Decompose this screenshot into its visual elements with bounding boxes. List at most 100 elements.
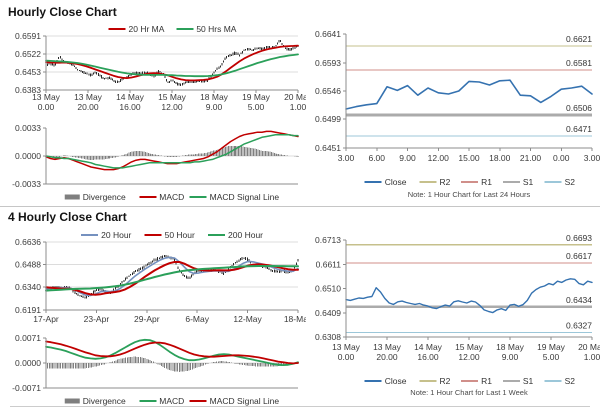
svg-text:50 Hrs MA: 50 Hrs MA: [196, 24, 236, 34]
svg-text:0.6506: 0.6506: [566, 103, 592, 113]
svg-text:5.00: 5.00: [248, 102, 265, 112]
svg-text:13 May: 13 May: [32, 92, 61, 102]
svg-text:MACD Signal Line: MACD Signal Line: [210, 396, 280, 406]
svg-text:9.00: 9.00: [399, 153, 416, 163]
svg-text:R2: R2: [439, 376, 450, 386]
svg-text:0.6409: 0.6409: [315, 308, 341, 318]
svg-text:Close: Close: [385, 177, 407, 187]
svg-text:15 May: 15 May: [158, 92, 187, 102]
svg-text:MACD: MACD: [159, 396, 184, 406]
svg-text:0.00: 0.00: [338, 352, 355, 362]
svg-text:16.00: 16.00: [417, 352, 439, 362]
svg-text:0.6327: 0.6327: [566, 320, 592, 330]
svg-text:0.6451: 0.6451: [315, 143, 341, 153]
svg-text:0.0000: 0.0000: [15, 358, 41, 368]
svg-text:21.00: 21.00: [520, 153, 542, 163]
svg-text:0.6641: 0.6641: [315, 29, 341, 39]
svg-text:S2: S2: [565, 177, 576, 187]
svg-text:0.0071: 0.0071: [15, 334, 41, 343]
svg-text:R1: R1: [481, 376, 492, 386]
svg-text:9.00: 9.00: [206, 102, 223, 112]
four-hourly-macd-chart: 0.0071 0.0000 -0.0071 Divergence MACD MACD Si…: [12, 334, 299, 406]
svg-text:0.6510: 0.6510: [315, 284, 341, 294]
svg-text:18 May: 18 May: [200, 92, 229, 102]
four-hourly-chart-title: 4 Hourly Close Chart: [8, 210, 127, 224]
svg-text:0.6499: 0.6499: [315, 114, 341, 124]
svg-text:0.6546: 0.6546: [315, 86, 341, 96]
svg-text:6-May: 6-May: [185, 314, 209, 324]
svg-text:20 May: 20 May: [578, 342, 600, 352]
svg-text:17-Apr: 17-Apr: [33, 314, 59, 324]
footer-divider: [10, 406, 590, 407]
svg-text:0.6621: 0.6621: [566, 34, 592, 44]
svg-text:19 May: 19 May: [242, 92, 271, 102]
svg-text:13 May: 13 May: [332, 342, 361, 352]
svg-text:14 May: 14 May: [414, 342, 443, 352]
svg-text:0.6713: 0.6713: [315, 235, 341, 245]
hourly-chart-title: Hourly Close Chart: [8, 5, 117, 19]
svg-text:15 May: 15 May: [455, 342, 484, 352]
svg-text:0.6471: 0.6471: [566, 124, 592, 134]
svg-text:0.00: 0.00: [553, 153, 570, 163]
svg-text:18.00: 18.00: [489, 153, 511, 163]
svg-text:0.6308: 0.6308: [315, 332, 341, 342]
svg-text:MACD: MACD: [159, 192, 184, 202]
svg-text:Divergence: Divergence: [83, 396, 126, 406]
svg-text:-0.0071: -0.0071: [12, 383, 41, 393]
svg-text:12-May: 12-May: [233, 314, 262, 324]
svg-text:18-May: 18-May: [284, 314, 306, 324]
svg-text:12.00: 12.00: [161, 102, 183, 112]
svg-text:9.00: 9.00: [502, 352, 519, 362]
svg-text:0.6591: 0.6591: [15, 31, 41, 41]
svg-text:0.00: 0.00: [38, 102, 55, 112]
section-divider: [0, 206, 600, 207]
svg-text:3.00: 3.00: [338, 153, 355, 163]
svg-text:3.00: 3.00: [584, 153, 600, 163]
svg-text:12.00: 12.00: [458, 352, 480, 362]
svg-text:S2: S2: [565, 376, 576, 386]
svg-text:0.6593: 0.6593: [315, 58, 341, 68]
svg-text:200 Hour: 200 Hour: [228, 230, 263, 240]
svg-text:13 May: 13 May: [373, 342, 402, 352]
svg-text:0.6191: 0.6191: [15, 305, 41, 315]
svg-text:MACD Signal Line: MACD Signal Line: [210, 192, 280, 202]
svg-text:15.00: 15.00: [458, 153, 480, 163]
svg-text:20 Hour: 20 Hour: [101, 230, 131, 240]
svg-text:Note: 1 Hour Chart for Last 24: Note: 1 Hour Chart for Last 24 Hours: [408, 190, 531, 199]
svg-text:Close: Close: [385, 376, 407, 386]
svg-text:0.6522: 0.6522: [15, 49, 41, 59]
svg-text:20.00: 20.00: [77, 102, 99, 112]
svg-text:20 May: 20 May: [284, 92, 306, 102]
svg-text:16.00: 16.00: [119, 102, 141, 112]
svg-text:19 May: 19 May: [537, 342, 566, 352]
hourly-macd-chart: 0.0033 0.0000 -0.0033 Divergence MACD MACD Si…: [12, 124, 299, 202]
svg-text:50 Hour: 50 Hour: [165, 230, 195, 240]
svg-text:0.0033: 0.0033: [15, 124, 41, 133]
svg-text:0.6488: 0.6488: [15, 260, 41, 270]
svg-text:23-Apr: 23-Apr: [84, 314, 110, 324]
svg-text:R1: R1: [481, 177, 492, 187]
svg-text:6.00: 6.00: [368, 153, 385, 163]
svg-text:Divergence: Divergence: [83, 192, 126, 202]
svg-text:S1: S1: [523, 177, 534, 187]
svg-text:20 Hr MA: 20 Hr MA: [129, 24, 165, 34]
svg-text:20.00: 20.00: [376, 352, 398, 362]
svg-text:Note: 1 Hour Chart for Last 1: Note: 1 Hour Chart for Last 1 Week: [410, 388, 528, 397]
svg-text:R2: R2: [439, 177, 450, 187]
svg-text:0.6453: 0.6453: [15, 67, 41, 77]
svg-text:0.6581: 0.6581: [566, 58, 592, 68]
svg-text:0.6434: 0.6434: [566, 295, 592, 305]
svg-text:1.00: 1.00: [290, 102, 306, 112]
svg-text:-0.0033: -0.0033: [12, 179, 41, 189]
svg-text:1.00: 1.00: [584, 352, 600, 362]
svg-text:29-Apr: 29-Apr: [134, 314, 160, 324]
svg-text:0.6611: 0.6611: [316, 259, 342, 269]
svg-text:13 May: 13 May: [74, 92, 103, 102]
weekly-pivot-chart: 0.6693 0.6617 0.6434 0.6327 0.6713 0.6611 0.65…: [315, 233, 600, 397]
svg-text:0.6383: 0.6383: [15, 85, 41, 95]
hourly-pivot-chart: 0.6621 0.6581 0.6506 0.6471 0.6641 0.6593 0.65…: [315, 29, 600, 199]
svg-text:0.6636: 0.6636: [15, 237, 41, 247]
